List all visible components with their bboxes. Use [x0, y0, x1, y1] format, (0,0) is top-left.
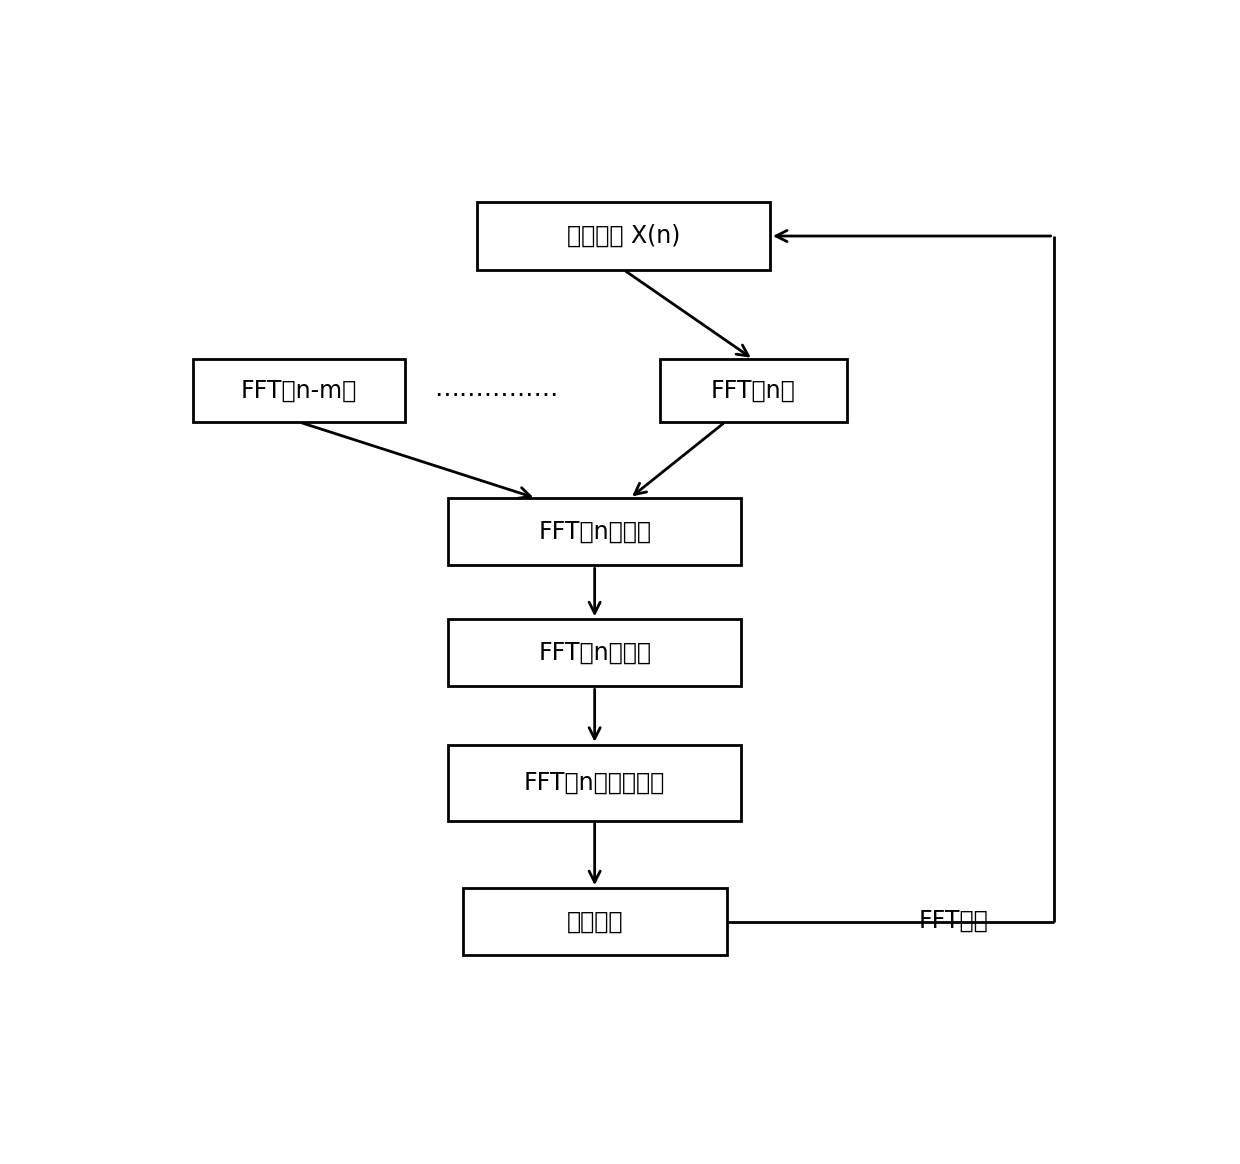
Text: FFT（n）频谱输出: FFT（n）频谱输出 [525, 771, 666, 795]
Text: 故障记录: 故障记录 [567, 910, 622, 934]
Text: 数据采集 X(n): 数据采集 X(n) [567, 223, 681, 248]
FancyBboxPatch shape [448, 498, 742, 566]
Text: ……………: …………… [434, 377, 558, 400]
Text: FFT（n）加权: FFT（n）加权 [538, 520, 651, 544]
Text: FFT更新: FFT更新 [919, 909, 988, 934]
FancyBboxPatch shape [660, 360, 847, 423]
Text: FFT（n）: FFT（n） [711, 378, 796, 403]
Text: FFT（n-m）: FFT（n-m） [241, 378, 357, 403]
FancyBboxPatch shape [477, 203, 770, 270]
FancyBboxPatch shape [448, 745, 742, 821]
Text: FFT（n）进化: FFT（n）进化 [538, 641, 651, 665]
FancyBboxPatch shape [193, 360, 404, 423]
FancyBboxPatch shape [448, 619, 742, 687]
FancyBboxPatch shape [463, 888, 727, 956]
